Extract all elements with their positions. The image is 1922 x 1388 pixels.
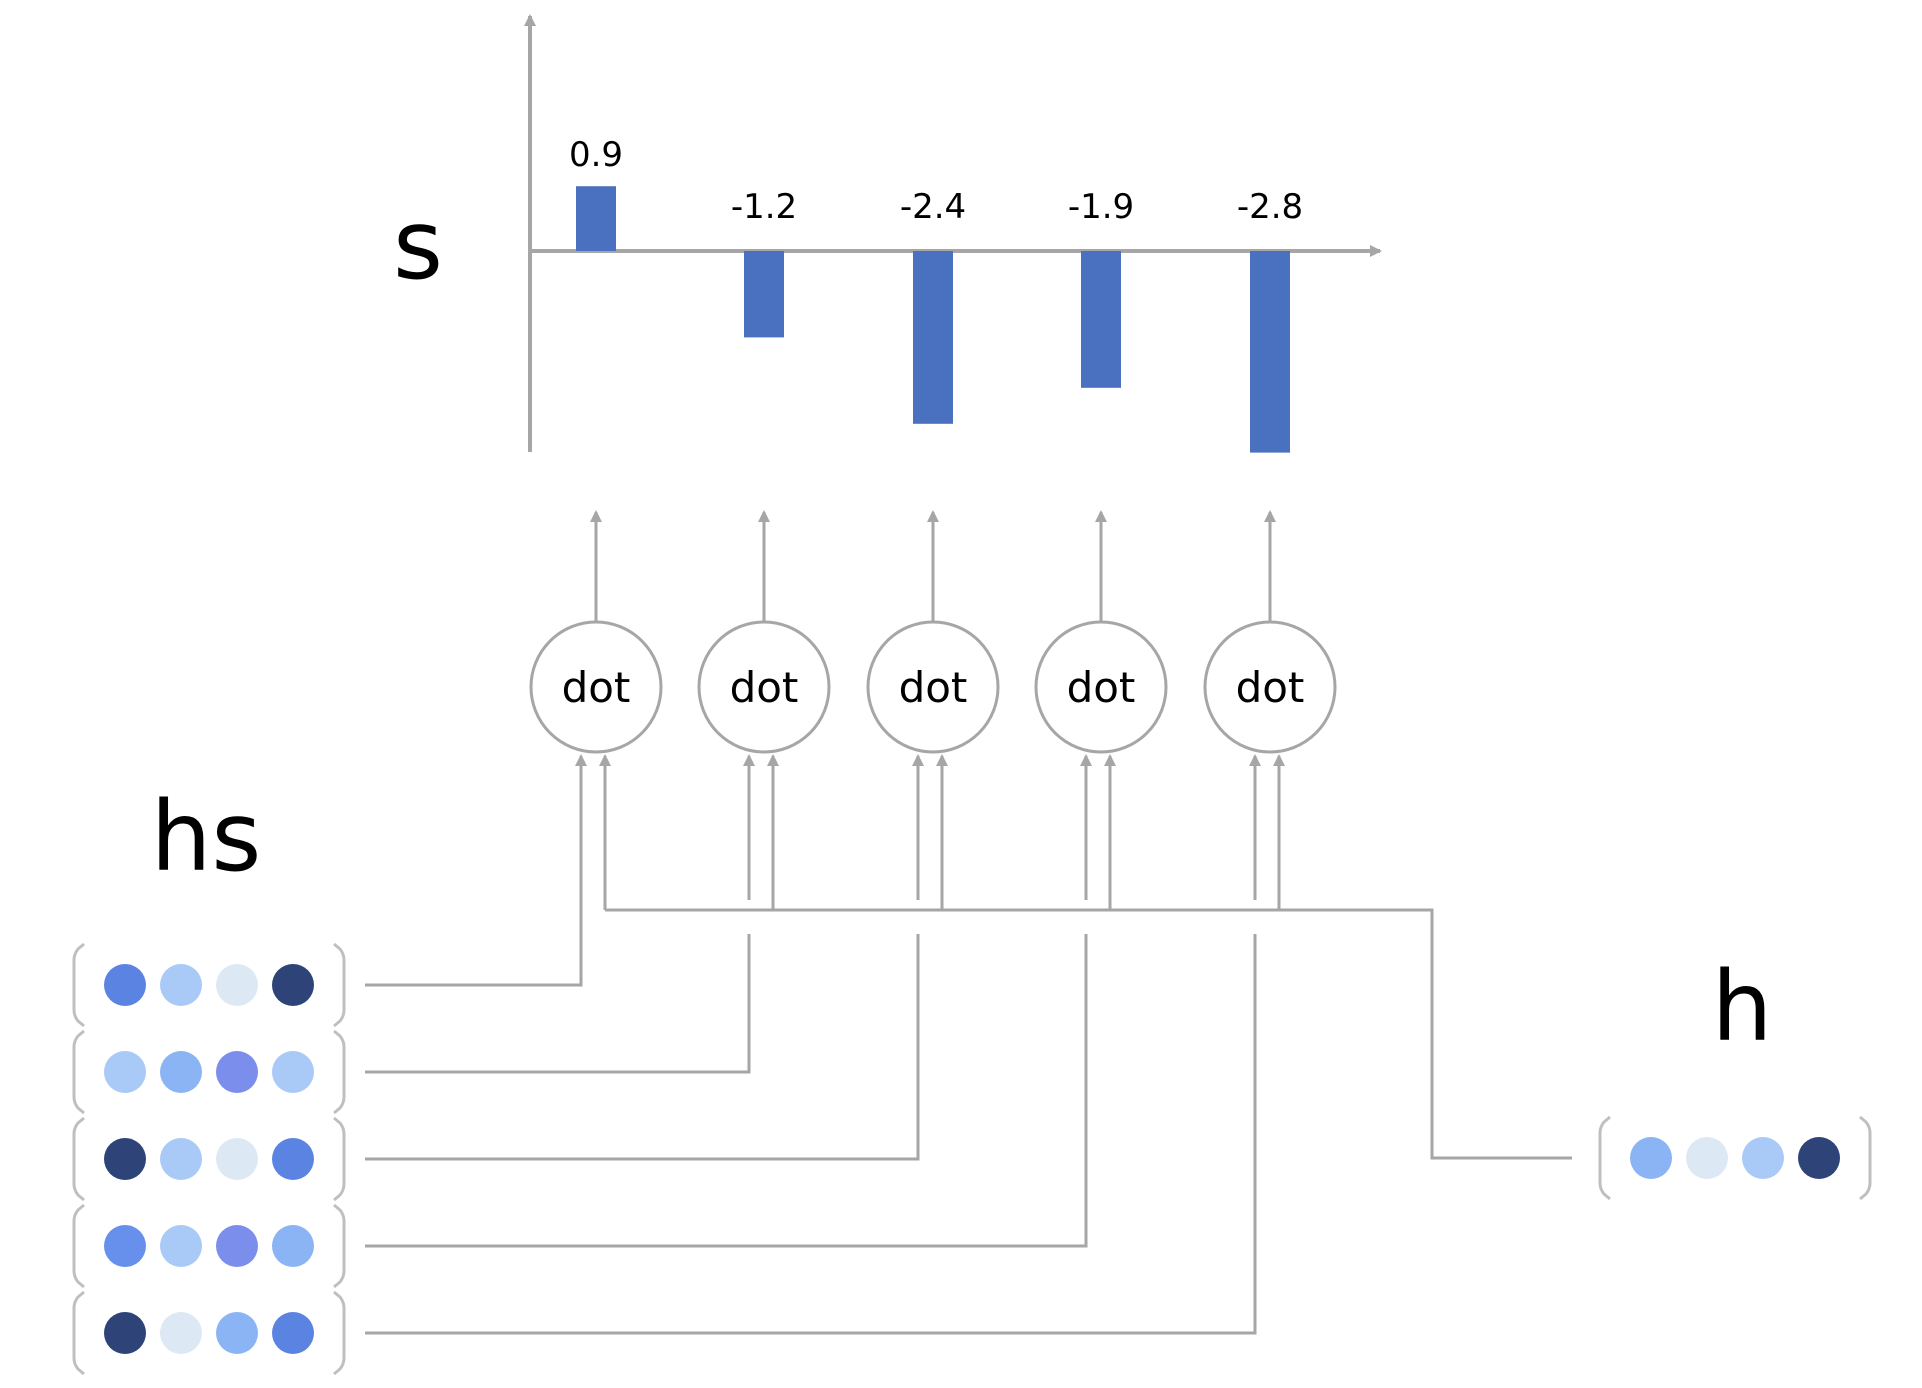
- score-value-label: 0.9: [569, 135, 623, 175]
- vector-element: [1630, 1137, 1672, 1179]
- vector-element: [272, 964, 314, 1006]
- hs-row: [72, 1029, 346, 1115]
- decoder-state-label: h: [1712, 951, 1773, 1063]
- vector-element: [216, 1051, 258, 1093]
- hs-row: [72, 1116, 346, 1202]
- left-bracket: [72, 1029, 85, 1115]
- right-bracket: [333, 942, 346, 1028]
- dot-product-node: dot: [866, 620, 1000, 754]
- output-arrows: [590, 510, 1276, 622]
- hs-row-connector: [365, 934, 1088, 1248]
- h-bus-line: [605, 908, 1572, 1160]
- hs-row: [72, 942, 346, 1028]
- dot-label: dot: [730, 663, 799, 712]
- h-vector: [1598, 1115, 1872, 1201]
- dot-node-circle: [866, 620, 1000, 754]
- dot-node-circle: [1203, 620, 1337, 754]
- score-value-label: -1.2: [731, 187, 797, 227]
- score-bar: [744, 251, 784, 338]
- vector-element: [216, 1138, 258, 1180]
- dot-product-node: dot: [697, 620, 831, 754]
- left-bracket: [72, 1203, 85, 1289]
- vector-element: [272, 1225, 314, 1267]
- vector-element: [104, 1312, 146, 1354]
- dot-node-circle: [697, 620, 831, 754]
- dot-product-node: dot: [1203, 620, 1337, 754]
- vector-element: [160, 964, 202, 1006]
- score-bar: [1081, 251, 1121, 388]
- vector-element: [216, 964, 258, 1006]
- right-bracket: [333, 1203, 346, 1289]
- right-bracket: [333, 1290, 346, 1376]
- hs-row-connector: [365, 934, 1257, 1335]
- score-bar: [913, 251, 953, 424]
- left-bracket: [72, 942, 85, 1028]
- dot-label: dot: [1067, 663, 1136, 712]
- vector-element: [104, 1051, 146, 1093]
- dot-node-circle: [529, 620, 663, 754]
- vector-element: [1798, 1137, 1840, 1179]
- left-bracket: [72, 1290, 85, 1376]
- hs-row-connector: [365, 934, 751, 1074]
- vector-element: [160, 1051, 202, 1093]
- connection-lines: [365, 754, 1572, 1335]
- hs-row: [72, 1290, 346, 1376]
- right-bracket: [1859, 1115, 1872, 1201]
- vector-element: [104, 964, 146, 1006]
- left-bracket: [72, 1116, 85, 1202]
- right-bracket: [333, 1116, 346, 1202]
- score-value-label: -2.4: [900, 187, 966, 227]
- dot-product-node: dot: [1034, 620, 1168, 754]
- score-bar: [576, 186, 616, 251]
- vector-element: [104, 1225, 146, 1267]
- vector-element: [272, 1051, 314, 1093]
- dot-label: dot: [899, 663, 968, 712]
- dot-label: dot: [562, 663, 631, 712]
- dot-nodes: dot dot dot dot dot: [529, 620, 1337, 754]
- dot-label: dot: [1236, 663, 1305, 712]
- vector-element: [1686, 1137, 1728, 1179]
- scores-label: s: [393, 189, 443, 301]
- right-bracket: [333, 1029, 346, 1115]
- dot-product-node: dot: [529, 620, 663, 754]
- vector-element: [1742, 1137, 1784, 1179]
- hs-row-connector: [365, 934, 920, 1161]
- hs-row-connector: [365, 900, 583, 987]
- vector-element: [160, 1138, 202, 1180]
- vector-element: [216, 1225, 258, 1267]
- vector-element: [272, 1138, 314, 1180]
- score-bar: [1250, 251, 1290, 453]
- vector-element: [104, 1138, 146, 1180]
- score-bar-chart: 0.9 -1.2 -2.4 -1.9 -2.8: [524, 14, 1382, 453]
- dot-node-circle: [1034, 620, 1168, 754]
- vector-element: [160, 1225, 202, 1267]
- score-value-label: -1.9: [1068, 187, 1134, 227]
- hs-matrix: [72, 942, 346, 1376]
- score-value-label: -2.8: [1237, 187, 1303, 227]
- vector-element: [160, 1312, 202, 1354]
- left-bracket: [1598, 1115, 1611, 1201]
- encoder-states-label: hs: [151, 781, 262, 893]
- vector-element: [216, 1312, 258, 1354]
- hs-row: [72, 1203, 346, 1289]
- vector-element: [272, 1312, 314, 1354]
